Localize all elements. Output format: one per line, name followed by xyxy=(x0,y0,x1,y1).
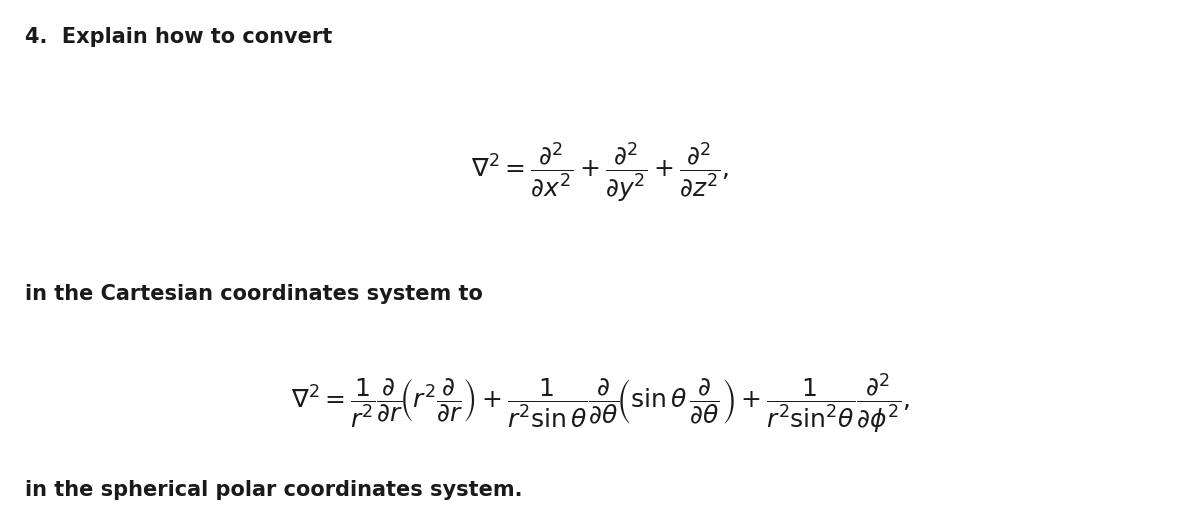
Text: in the spherical polar coordinates system.: in the spherical polar coordinates syste… xyxy=(25,480,523,499)
Text: $\nabla^2=\dfrac{1}{r^2}\dfrac{\partial}{\partial r}\!\left(r^2\dfrac{\partial}{: $\nabla^2=\dfrac{1}{r^2}\dfrac{\partial}… xyxy=(290,372,910,435)
Text: $\nabla^2=\dfrac{\partial^2}{\partial x^2}+\dfrac{\partial^2}{\partial y^2}+\dfr: $\nabla^2=\dfrac{\partial^2}{\partial x^… xyxy=(470,140,730,204)
Text: 4.  Explain how to convert: 4. Explain how to convert xyxy=(25,27,332,47)
Text: in the Cartesian coordinates system to: in the Cartesian coordinates system to xyxy=(25,284,484,304)
